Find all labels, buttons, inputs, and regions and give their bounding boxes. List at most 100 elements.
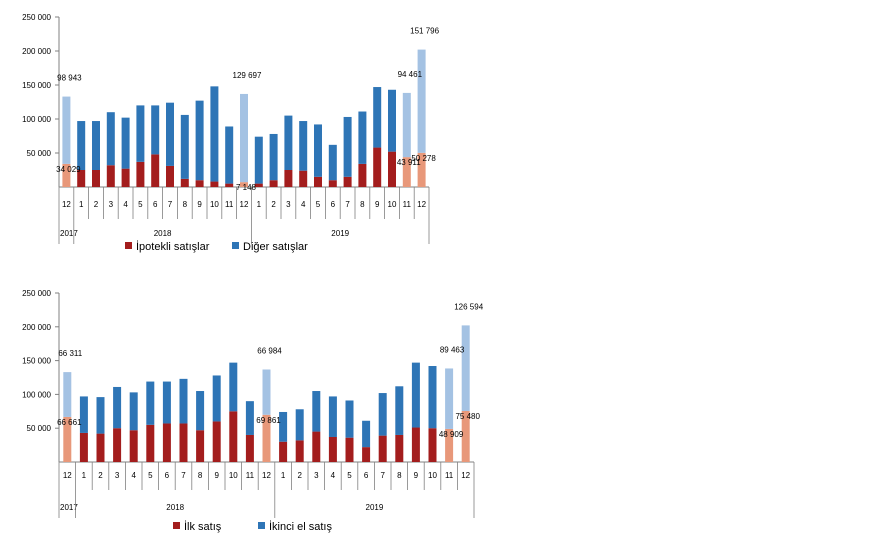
bar-segment-ilk-satis (345, 437, 354, 462)
legend-swatch (173, 522, 180, 529)
bar-segment-ilk-satis (96, 433, 105, 462)
y-tick-label: 50 000 (27, 424, 52, 433)
x-tick-label: 1 (281, 471, 286, 480)
x-tick-label: 7 (380, 471, 385, 480)
legend-label: İkinci el satış (269, 520, 332, 533)
bar-segment-ilk-satis (312, 431, 321, 462)
bar-segment-ilk-satis (445, 428, 454, 462)
bar-segment-ilk-satis (129, 430, 138, 462)
bar-segment-ilk-satis (113, 428, 122, 462)
x-tick-label: 4 (123, 200, 128, 209)
bar-segment-diger (62, 96, 71, 164)
x-tick-label: 11 (246, 471, 255, 480)
y-tick-label: 100 000 (22, 390, 51, 399)
bar-segment-diger (136, 105, 145, 162)
bar-segment-diger (166, 102, 174, 166)
x-tick-label: 2 (271, 200, 276, 209)
data-label: 94 461 (398, 70, 423, 79)
bar-segment-ipotekli (121, 168, 130, 187)
x-tick-label: 2 (94, 200, 99, 209)
year-label: 2017 (60, 229, 78, 238)
bar-segment-ipotekli (225, 183, 234, 187)
bar-segment-diger (254, 136, 263, 184)
bar-segment-diger (343, 116, 352, 177)
x-tick-label: 9 (375, 200, 380, 209)
bar-segment-ipotekli (284, 170, 293, 187)
y-tick-label: 250 000 (22, 289, 51, 298)
x-tick-label: 11 (225, 200, 234, 209)
legend-swatch (258, 522, 265, 529)
bar-segment-diger (225, 126, 234, 184)
bar-segment-ikinci-el (378, 393, 387, 436)
bar-segment-ilk-satis (245, 434, 254, 462)
bar-segment-ipotekli (151, 154, 160, 187)
data-label: 126 594 (454, 302, 483, 311)
bar-segment-diger (402, 92, 411, 158)
x-tick-label: 6 (153, 200, 158, 209)
bar-segment-ipotekli (77, 170, 86, 187)
y-tick-label: 100 000 (22, 115, 51, 124)
x-tick-label: 2 (98, 471, 103, 480)
legend-swatch (232, 242, 239, 249)
data-label: 50 278 (411, 154, 436, 163)
bar-segment-ikinci-el (428, 366, 437, 429)
legend-label: İlk satış (184, 520, 222, 533)
y-tick-label: 150 000 (22, 81, 51, 90)
bar-segment-ikinci-el (345, 400, 354, 438)
bar-segment-ipotekli (210, 181, 219, 187)
bar-segment-ilk-satis (162, 423, 171, 462)
x-tick-label: 4 (331, 471, 336, 480)
bar-segment-ilk-satis (63, 416, 72, 462)
bar-segment-ilk-satis (262, 414, 271, 462)
bar-segment-ipotekli (240, 182, 248, 187)
bar-segment-ipotekli (195, 180, 204, 187)
bar-segment-ipotekli (136, 161, 145, 187)
bar-segment-diger (210, 86, 219, 182)
bar-segment-ikinci-el (162, 381, 171, 424)
bar-segment-ipotekli (417, 152, 426, 187)
bar-segment-diger (240, 93, 248, 183)
x-tick-label: 12 (461, 471, 470, 480)
x-tick-label: 7 (181, 471, 186, 480)
bar-segment-ikinci-el (96, 397, 105, 434)
x-tick-label: 8 (397, 471, 402, 480)
bar-segment-ilk-satis (196, 430, 205, 462)
bar-segment-ilk-satis (229, 411, 238, 462)
x-tick-label: 11 (403, 200, 412, 209)
data-label: 98 943 (57, 74, 82, 83)
x-tick-label: 11 (445, 471, 454, 480)
data-label: 66 984 (257, 346, 282, 355)
bar-segment-ipotekli (180, 178, 189, 187)
x-tick-label: 2 (297, 471, 302, 480)
bar-segment-diger (269, 133, 278, 181)
x-tick-label: 3 (286, 200, 291, 209)
bar-segment-ilk-satis (79, 432, 88, 462)
year-label: 2019 (331, 229, 349, 238)
legend-label: İpotekli satışlar (136, 240, 210, 253)
bar-segment-ilk-satis (395, 434, 404, 462)
bar-segment-ipotekli (388, 151, 396, 187)
data-label: 66 311 (58, 349, 82, 358)
y-tick-label: 150 000 (22, 357, 51, 366)
bar-segment-ilk-satis (328, 436, 337, 462)
bar-segment-ilk-satis (179, 423, 188, 462)
data-label: 69 861 (256, 416, 281, 425)
bar-segment-ikinci-el (461, 325, 470, 411)
bar-segment-ipotekli (314, 176, 322, 187)
x-tick-label: 3 (115, 471, 120, 480)
x-tick-label: 4 (131, 471, 136, 480)
bar-segment-ikinci-el (395, 386, 404, 435)
bar-segment-ikinci-el (245, 401, 254, 435)
bar-segment-ikinci-el (146, 381, 155, 425)
bar-segment-ilk-satis (279, 441, 288, 462)
bar-segment-ilk-satis (461, 410, 470, 462)
x-tick-label: 5 (138, 200, 143, 209)
bar-segment-ilk-satis (146, 424, 155, 462)
bar-segment-ipotekli (106, 165, 115, 187)
data-label: 7 148 (236, 183, 257, 192)
bar-segment-ikinci-el (295, 409, 304, 441)
bar-segment-ilk-satis (362, 447, 371, 462)
x-tick-label: 12 (240, 200, 249, 209)
